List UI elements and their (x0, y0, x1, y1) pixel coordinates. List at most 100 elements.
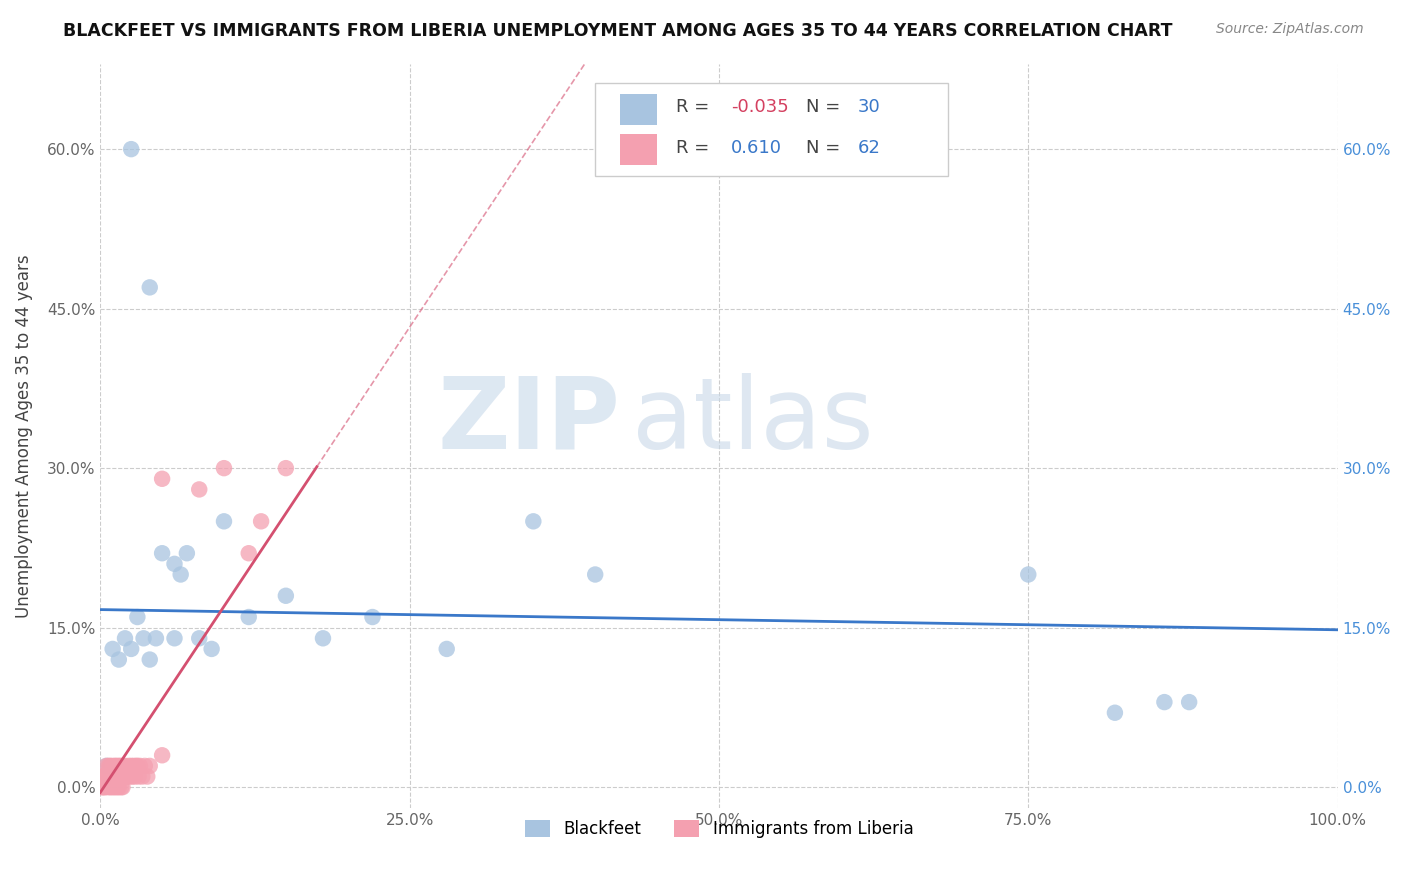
Point (94, 770, 117, 784)
Text: N =: N = (806, 139, 845, 157)
Text: atlas: atlas (633, 373, 875, 470)
Point (93, 780, 115, 794)
Point (150, 546, 173, 560)
Point (120, 142, 142, 156)
Point (104, 780, 127, 794)
Point (97, 770, 120, 784)
Text: N =: N = (806, 98, 845, 116)
Point (94, 780, 117, 794)
Text: ZIP: ZIP (437, 373, 620, 470)
Point (122, 759, 145, 773)
Point (312, 632, 335, 646)
Point (583, 567, 606, 582)
Point (108, 759, 131, 773)
Point (104, 759, 127, 773)
Text: 30: 30 (858, 98, 880, 116)
Point (1178, 695, 1201, 709)
Text: 0.610: 0.610 (731, 139, 782, 157)
Point (101, 770, 124, 784)
Text: -0.035: -0.035 (731, 98, 789, 116)
Point (250, 514, 273, 528)
Bar (620, 134, 657, 165)
Point (103, 770, 125, 784)
Point (107, 780, 129, 794)
Point (139, 280, 162, 294)
Point (134, 759, 156, 773)
Point (97, 780, 120, 794)
Point (238, 610, 260, 624)
Point (274, 461, 297, 475)
Point (188, 483, 211, 497)
Point (96, 770, 118, 784)
Point (238, 546, 260, 560)
Point (132, 632, 155, 646)
Text: BLACKFEET VS IMMIGRANTS FROM LIBERIA UNEMPLOYMENT AMONG AGES 35 TO 44 YEARS CORR: BLACKFEET VS IMMIGRANTS FROM LIBERIA UNE… (63, 22, 1173, 40)
Point (90, 770, 112, 784)
Point (100, 780, 122, 794)
Point (212, 514, 235, 528)
Point (118, 770, 141, 784)
Point (107, 770, 129, 784)
Point (201, 642, 224, 657)
Point (163, 632, 186, 646)
Point (145, 632, 167, 646)
Point (121, 770, 143, 784)
Point (110, 780, 132, 794)
Text: R =: R = (676, 98, 714, 116)
Point (98, 780, 121, 794)
Point (91, 770, 114, 784)
Point (436, 642, 458, 657)
Point (90, 780, 112, 794)
Point (127, 759, 149, 773)
Point (97, 759, 120, 773)
Point (120, 759, 142, 773)
Point (96, 759, 118, 773)
Point (93, 770, 115, 784)
Point (97, 770, 120, 784)
Point (127, 610, 149, 624)
Point (136, 770, 159, 784)
Point (128, 770, 150, 784)
Point (150, 748, 173, 763)
Point (139, 759, 162, 773)
Point (1104, 706, 1126, 720)
Point (108, 652, 131, 666)
Point (105, 759, 128, 773)
Point (128, 759, 150, 773)
Point (125, 759, 148, 773)
Point (131, 770, 153, 784)
Point (114, 759, 136, 773)
Text: 62: 62 (858, 139, 880, 157)
Text: R =: R = (676, 139, 714, 157)
Point (1153, 695, 1175, 709)
Point (101, 759, 124, 773)
Point (118, 759, 141, 773)
Point (212, 461, 235, 475)
Point (176, 546, 198, 560)
Point (117, 770, 139, 784)
Point (96, 759, 118, 773)
Point (139, 652, 162, 666)
Point (170, 567, 193, 582)
Point (108, 770, 131, 784)
Point (98, 759, 121, 773)
Point (105, 770, 128, 784)
Point (112, 770, 135, 784)
Point (115, 770, 138, 784)
Point (163, 557, 186, 571)
Point (124, 770, 146, 784)
Y-axis label: Unemployment Among Ages 35 to 44 years: Unemployment Among Ages 35 to 44 years (15, 254, 32, 618)
Point (91, 780, 114, 794)
Point (108, 780, 131, 794)
Point (100, 770, 122, 784)
Bar (620, 94, 657, 125)
Point (522, 514, 544, 528)
Point (103, 780, 125, 794)
Point (114, 632, 136, 646)
Legend: Blackfeet, Immigrants from Liberia: Blackfeet, Immigrants from Liberia (517, 814, 920, 845)
Point (111, 759, 134, 773)
Point (110, 770, 132, 784)
Point (101, 642, 124, 657)
Text: Source: ZipAtlas.com: Source: ZipAtlas.com (1216, 22, 1364, 37)
FancyBboxPatch shape (595, 83, 948, 176)
